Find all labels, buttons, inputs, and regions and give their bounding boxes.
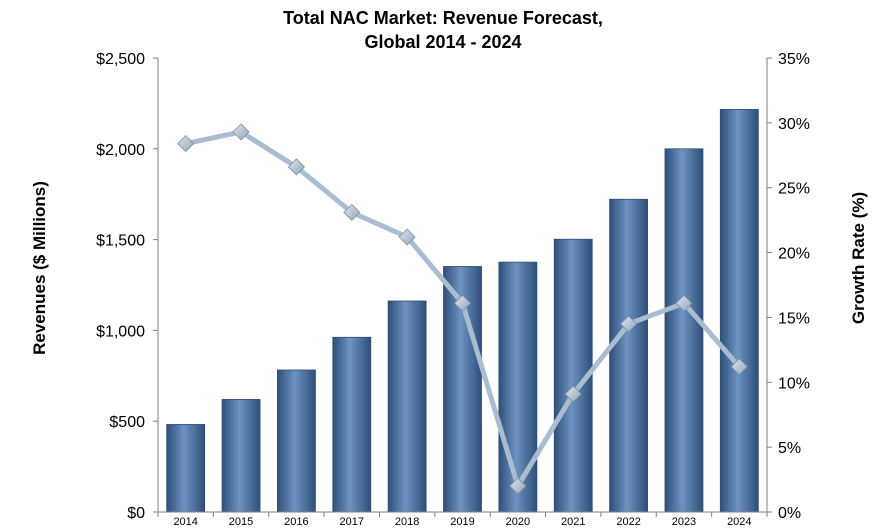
bar-2018 [387,300,427,513]
y2-tick-label: 35% [778,51,810,68]
right-axis-ticks: 0% 5% 10% 15% 20% 25% 30% 35% [767,51,810,522]
growth-point-2019 [453,294,472,312]
chart-title-line-2: Global 2014 - 2024 [364,32,521,52]
bar-2022 [609,198,648,513]
growth-line-series [177,123,748,495]
bar-2016 [277,369,316,513]
x-tick-label: 2017 [340,516,364,528]
growth-point-2014 [177,135,195,153]
growth-point-2018 [398,228,416,246]
y-tick-label: $2,500 [96,51,145,68]
chart-title-line-1: Total NAC Market: Revenue Forecast, [283,8,603,28]
bar-2015 [221,399,261,513]
bar-2014 [166,424,206,513]
y2-tick-label: 30% [778,116,810,133]
left-axis-ticks: $0 $500 $1,000 $1,500 $2,000 $2,500 [96,51,158,522]
x-tick-label: 2024 [727,516,751,528]
x-tick-label: 2015 [229,516,253,528]
growth-point-2017 [343,203,361,221]
y2-tick-label: 15% [778,310,810,327]
x-tick-label: 2014 [173,516,197,528]
y-tick-label: $0 [127,505,145,522]
x-tick-label: 2018 [395,516,419,528]
growth-point-2024 [730,358,748,376]
x-tick-label: 2016 [284,516,308,528]
y-tick-label: $1,500 [96,233,145,250]
x-tick-label: 2022 [616,516,640,528]
y2-tick-label: 0% [778,505,801,522]
bar-2017 [332,336,372,513]
y2-tick-label: 20% [778,246,810,263]
y2-tick-label: 10% [778,375,810,392]
y-tick-label: $1,000 [96,323,145,340]
growth-point-2023 [675,294,693,312]
growth-point-2020 [509,477,527,495]
y2-tick-label: 5% [778,440,801,457]
x-tick-label: 2023 [672,516,696,528]
bar-2020 [498,261,538,513]
y2-axis-title: Growth Rate (%) [849,192,868,324]
y-tick-label: $500 [109,414,145,431]
bar-2024 [719,108,759,513]
y2-tick-label: 25% [778,181,810,198]
growth-point-2016 [287,158,305,176]
x-axis-ticks: 2014 2015 2016 2017 2018 2019 2020 2021 2022 2023… [157,512,768,528]
x-tick-label: 2021 [561,516,585,528]
growth-point-2022 [620,315,638,333]
y-axis-title: Revenues ($ Millions) [30,181,49,355]
axes [157,58,768,513]
x-tick-label: 2020 [506,516,530,528]
y-tick-label: $2,000 [96,142,145,159]
growth-point-2015 [232,123,250,141]
x-tick-label: 2019 [450,516,474,528]
bar-2023 [664,148,704,513]
growth-point-2021 [564,385,582,403]
